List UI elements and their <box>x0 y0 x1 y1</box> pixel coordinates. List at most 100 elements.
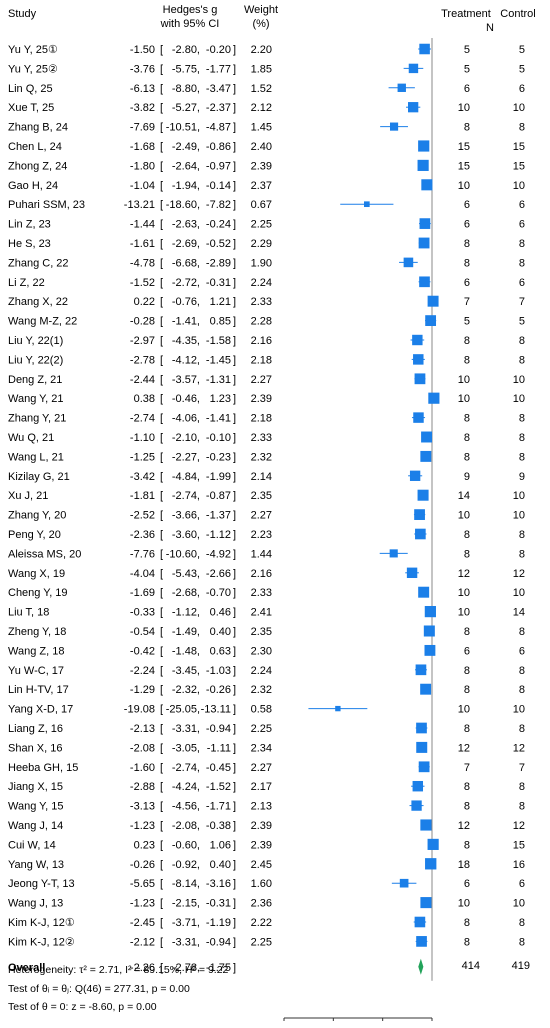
treatment-n: 8 <box>464 335 470 347</box>
weight-value: 0.67 <box>251 199 272 211</box>
weight-value: 2.12 <box>251 102 272 114</box>
weight-value: 2.35 <box>251 490 272 502</box>
control-n: 8 <box>519 936 525 948</box>
study-row: Wang J, 13 -1.23 [-2.15, -0.31] 2.36 10 10 <box>8 897 525 910</box>
treatment-n: 15 <box>458 141 470 153</box>
ci-open-bracket: [ <box>160 839 163 851</box>
study-row: Xu J, 21 -1.81 [-2.74, -0.87] 2.35 14 10 <box>8 489 525 502</box>
study-row: Zhong Z, 24 -1.80 [-2.64, -0.97] 2.39 15 15 <box>8 159 525 172</box>
study-label: Liang Z, 16 <box>8 723 63 735</box>
ci-upper: 1.23 <box>210 393 231 405</box>
control-n: 5 <box>519 63 525 75</box>
ci-open-bracket: [ <box>160 238 163 250</box>
effect-estimate: -1.80 <box>130 160 155 172</box>
study-row: Peng Y, 20 -2.36 [-3.60, -1.12] 2.23 8 8 <box>8 528 525 541</box>
ci-close-bracket: ] <box>233 626 236 638</box>
ci-close-bracket: ] <box>233 645 236 657</box>
control-n: 16 <box>513 859 525 871</box>
study-label: Kim K-J, 12② <box>8 936 75 948</box>
ci-upper: -0.31 <box>206 898 231 910</box>
study-label: Wang Y, 21 <box>8 393 63 405</box>
study-row: Jiang X, 15 -2.88 [-4.24, -1.52] 2.17 8 8 <box>8 780 525 793</box>
ci-close-bracket: ] <box>233 936 236 948</box>
overall-control-n: 419 <box>512 960 530 972</box>
study-row: Yang W, 13 -0.26 [-0.92, 0.40] 2.45 18 16 <box>8 858 525 871</box>
study-label: Zhang B, 24 <box>8 122 68 134</box>
study-label: Deng Z, 21 <box>8 374 62 386</box>
treatment-n: 7 <box>464 296 470 308</box>
ci-close-bracket: ] <box>233 878 236 890</box>
effect-estimate: -1.29 <box>130 684 155 696</box>
header-n: N <box>486 22 494 34</box>
effect-marker <box>415 664 427 676</box>
study-label: Cui W, 14 <box>8 839 56 851</box>
overall-row: Overall -2.26 [-2.78, -1.75] 414 419 <box>8 958 530 975</box>
ci-close-bracket: ] <box>233 219 236 231</box>
study-label: Yu Y, 25② <box>8 63 58 75</box>
study-row: Zhang Y, 20 -2.52 [-3.66, -1.37] 2.27 10 10 <box>8 509 525 522</box>
study-label: Zhang Y, 21 <box>8 413 66 425</box>
ci-open-bracket: [ <box>160 102 163 114</box>
effect-marker <box>425 315 437 326</box>
control-n: 10 <box>513 102 525 114</box>
x-tick-label: -10.000 <box>367 1026 399 1028</box>
control-n: 8 <box>519 548 525 560</box>
effect-estimate: -2.78 <box>130 354 155 366</box>
ci-lower: -3.05, <box>172 742 200 754</box>
treatment-n: 7 <box>464 762 470 774</box>
effect-marker <box>414 916 426 928</box>
weight-value: 2.33 <box>251 587 272 599</box>
control-n: 8 <box>519 626 525 638</box>
effect-estimate: -7.69 <box>130 122 155 134</box>
effect-estimate: -0.26 <box>130 859 155 871</box>
effect-marker <box>399 878 409 888</box>
ci-lower: -2.69, <box>172 238 200 250</box>
effect-marker <box>417 159 429 171</box>
study-label: Lin Q, 25 <box>8 83 53 95</box>
ci-upper: -0.20 <box>206 44 231 56</box>
study-row: Wang Y, 15 -3.13 [-4.56, -1.71] 2.13 8 8 <box>8 800 525 813</box>
weight-value: 2.22 <box>251 917 272 929</box>
ci-upper: -0.94 <box>206 723 231 735</box>
treatment-n: 10 <box>458 374 470 386</box>
treatment-n: 8 <box>464 413 470 425</box>
study-row: Zheng Y, 18 -0.54 [-1.49, 0.40] 2.35 8 8 <box>8 625 525 638</box>
effect-marker <box>409 470 421 481</box>
study-label: Cheng Y, 19 <box>8 587 68 599</box>
overall-estimate: -2.26 <box>130 962 155 974</box>
ci-open-bracket: [ <box>160 83 163 95</box>
effect-marker <box>425 858 437 870</box>
ci-close-bracket: ] <box>233 471 236 483</box>
ci-close-bracket: ] <box>233 781 236 793</box>
ci-upper: -4.87 <box>206 122 231 134</box>
treatment-n: 8 <box>464 723 470 735</box>
weight-value: 2.33 <box>251 432 272 444</box>
control-n: 12 <box>513 742 525 754</box>
study-row: Kim K-J, 12① -2.45 [-3.71, -1.19] 2.22 8 8 <box>8 916 525 929</box>
ci-lower: -1.48, <box>172 645 200 657</box>
weight-value: 2.40 <box>251 141 272 153</box>
ci-lower: -2.68, <box>172 587 200 599</box>
effect-estimate: -0.33 <box>130 607 155 619</box>
ci-lower: -2.32, <box>172 684 200 696</box>
treatment-n: 8 <box>464 432 470 444</box>
ci-lower: -5.75, <box>172 63 200 75</box>
ci-upper: -1.19 <box>206 917 231 929</box>
control-n: 5 <box>519 316 525 328</box>
control-n: 10 <box>513 374 525 386</box>
ci-upper: -2.66 <box>206 568 231 580</box>
effect-estimate: 0.38 <box>134 393 155 405</box>
treatment-n: 6 <box>464 645 470 657</box>
effect-marker <box>427 838 439 850</box>
study-label: Wang J, 13 <box>8 898 63 910</box>
weight-value: 2.24 <box>251 277 272 289</box>
weight-value: 1.52 <box>251 83 272 95</box>
control-n: 10 <box>513 510 525 522</box>
ci-upper: -3.47 <box>206 83 231 95</box>
ci-close-bracket: ] <box>233 238 236 250</box>
effect-marker <box>420 450 432 462</box>
study-label: Heeba GH, 15 <box>8 762 78 774</box>
weight-value: 1.90 <box>251 257 272 269</box>
ci-close-bracket: ] <box>233 490 236 502</box>
